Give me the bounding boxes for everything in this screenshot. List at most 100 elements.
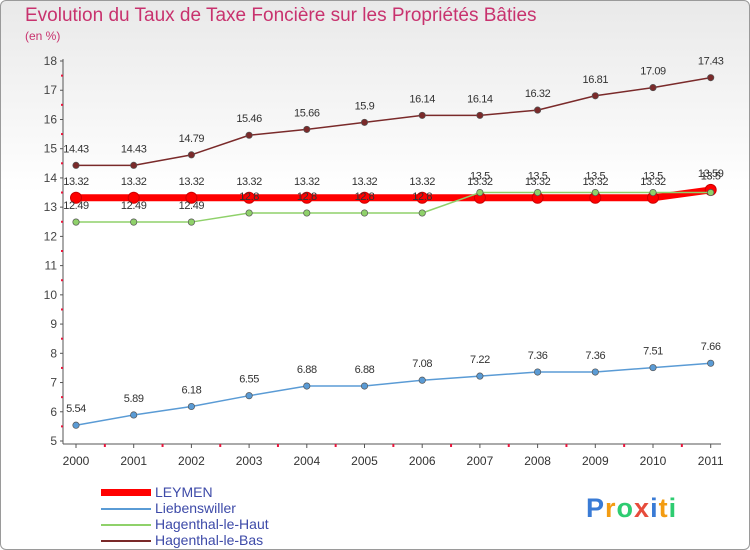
- data-label-hagenthal-le-haut: 12.8: [355, 191, 375, 203]
- data-point-liebenswiller: [707, 359, 715, 367]
- y-minor-tick: [61, 103, 63, 106]
- data-label-hagenthal-le-bas: 14.43: [63, 143, 89, 155]
- x-tick-label: 2003: [236, 454, 263, 468]
- x-tick-label: 2002: [178, 454, 205, 468]
- data-label-liebenswiller: 5.89: [124, 393, 144, 405]
- logo-letter: x: [634, 493, 651, 523]
- data-label-liebenswiller: 7.36: [585, 350, 605, 362]
- y-tick-label: 5: [50, 434, 57, 448]
- x-tick-label: 2011: [698, 454, 724, 468]
- data-point-leymen: [358, 191, 371, 204]
- y-tick-label: 11: [45, 259, 58, 273]
- data-label-hagenthal-le-haut: 13.5: [643, 171, 663, 183]
- x-minor-tick: [161, 444, 164, 447]
- data-point-liebenswiller: [187, 402, 195, 411]
- y-tick-label: 16: [44, 112, 58, 126]
- data-point-liebenswiller: [534, 368, 542, 376]
- series-line-liebenswiller: [75, 362, 711, 426]
- data-point-hagenthal-le-haut: [130, 218, 138, 226]
- x-minor-tick: [276, 444, 279, 447]
- x-minor-tick: [507, 444, 510, 447]
- logo-letter: t: [658, 493, 669, 523]
- data-point-hagenthal-le-bas: [649, 84, 657, 92]
- data-point-leymen: [70, 191, 82, 204]
- y-tick-label: 14: [44, 171, 58, 185]
- data-point-hagenthal-le-haut: [360, 209, 369, 217]
- data-label-leymen: 13.32: [121, 176, 147, 188]
- chart-subtitle: (en %): [25, 29, 61, 43]
- data-label-hagenthal-le-haut: 13.5: [585, 171, 605, 183]
- y-minor-tick: [61, 191, 63, 194]
- proxiti-logo: Proxiti: [586, 493, 677, 524]
- data-label-leymen: 13.32: [236, 176, 262, 188]
- data-point-leymen: [243, 191, 256, 204]
- x-tick-label: 2009: [582, 454, 609, 468]
- legend-swatch: [101, 524, 151, 526]
- data-point-hagenthal-le-haut: [591, 188, 599, 197]
- data-label-liebenswiller: 7.36: [528, 350, 548, 362]
- y-tick-label: 8: [50, 346, 57, 360]
- x-tick-label: 2006: [409, 454, 436, 468]
- y-minor-tick: [61, 74, 63, 77]
- y-minor-tick: [61, 425, 63, 428]
- data-point-hagenthal-le-bas: [418, 111, 426, 119]
- x-tick-label: 2001: [120, 454, 147, 468]
- data-point-hagenthal-le-haut: [187, 218, 195, 226]
- data-point-liebenswiller: [649, 364, 657, 372]
- legend-swatch: [101, 508, 151, 510]
- data-label-leymen: 13.32: [583, 176, 609, 188]
- data-point-liebenswiller: [72, 421, 80, 429]
- x-minor-tick: [623, 444, 626, 447]
- y-tick-label: 17: [44, 83, 58, 97]
- data-label-leymen: 13.32: [467, 176, 493, 188]
- data-label-hagenthal-le-bas: 17.09: [640, 66, 666, 78]
- data-point-hagenthal-le-bas: [534, 106, 542, 114]
- x-minor-tick: [219, 444, 222, 447]
- x-minor-tick: [680, 444, 683, 447]
- data-label-liebenswiller: 5.54: [66, 403, 86, 415]
- data-point-hagenthal-le-haut: [707, 188, 715, 197]
- y-minor-tick: [61, 162, 63, 165]
- x-tick-label: 2005: [351, 454, 378, 468]
- data-point-leymen: [127, 191, 140, 204]
- data-point-hagenthal-le-haut: [418, 209, 426, 217]
- data-point-liebenswiller: [130, 411, 138, 419]
- data-point-hagenthal-le-haut: [534, 188, 542, 197]
- y-minor-tick: [61, 366, 63, 369]
- data-point-hagenthal-le-bas: [707, 74, 715, 82]
- y-tick-label: 12: [44, 229, 58, 243]
- data-point-liebenswiller: [360, 382, 369, 390]
- data-label-liebenswiller: 7.51: [643, 346, 663, 358]
- data-point-leymen: [185, 191, 198, 204]
- data-label-leymen: 13.32: [179, 176, 205, 188]
- legend-label: Liebenswiller: [155, 500, 236, 516]
- data-point-hagenthal-le-haut: [303, 209, 311, 217]
- data-label-hagenthal-le-haut: 12.8: [412, 191, 432, 203]
- series-line-hagenthal-le-haut: [76, 191, 711, 223]
- x-minor-tick: [565, 444, 568, 447]
- y-tick-label: 13: [44, 200, 58, 214]
- data-point-hagenthal-le-bas: [476, 111, 484, 119]
- x-tick-label: 2004: [293, 454, 320, 468]
- data-label-leymen: 13.59: [698, 168, 724, 180]
- legend-swatch: [101, 489, 151, 496]
- data-point-leymen: [416, 191, 429, 204]
- data-label-liebenswiller: 7.22: [470, 354, 490, 366]
- data-label-hagenthal-le-bas: 16.14: [467, 93, 493, 105]
- data-label-hagenthal-le-bas: 15.9: [355, 100, 375, 112]
- y-minor-tick: [61, 133, 63, 136]
- data-point-hagenthal-le-bas: [187, 151, 195, 159]
- logo-letter: P: [586, 493, 606, 523]
- data-label-liebenswiller: 6.88: [297, 364, 317, 376]
- data-label-liebenswiller: 6.18: [181, 385, 201, 397]
- x-minor-tick: [392, 444, 395, 447]
- x-tick-label: 2007: [467, 454, 494, 468]
- data-label-hagenthal-le-haut: 12.49: [121, 200, 147, 212]
- data-point-hagenthal-le-bas: [245, 131, 253, 139]
- y-tick-label: 10: [44, 288, 58, 302]
- data-point-hagenthal-le-haut: [649, 188, 657, 197]
- y-minor-tick: [61, 250, 63, 252]
- data-label-hagenthal-le-bas: 16.32: [525, 88, 551, 100]
- logo-letter: r: [605, 493, 617, 523]
